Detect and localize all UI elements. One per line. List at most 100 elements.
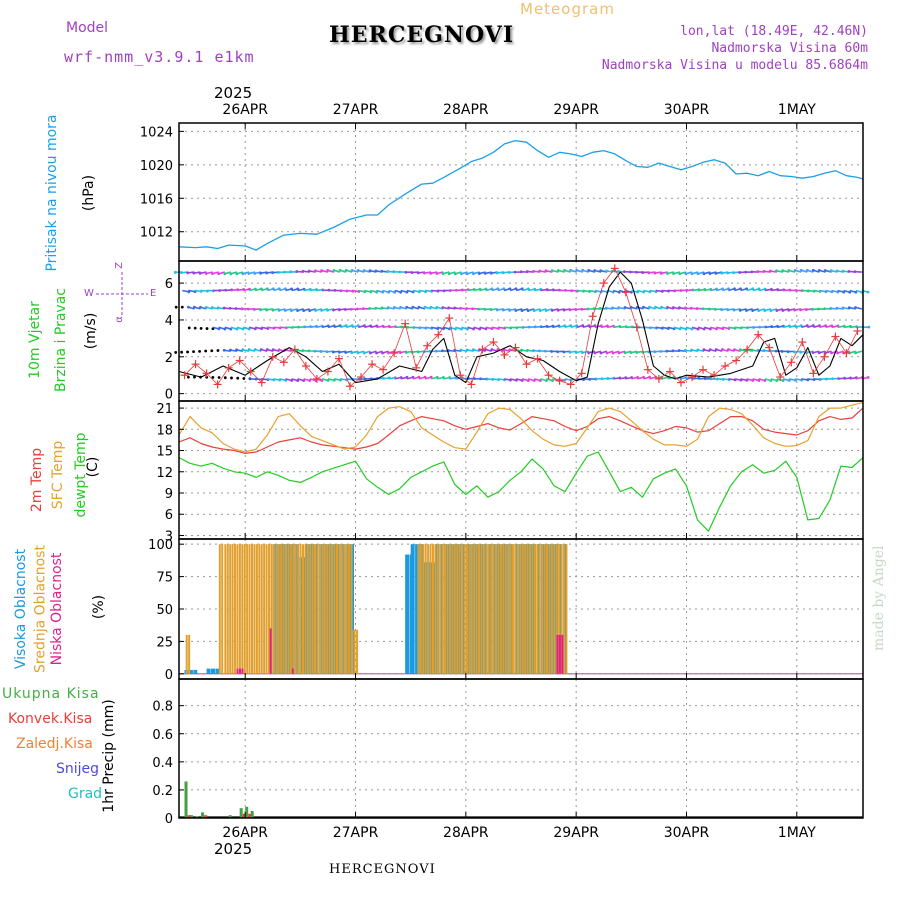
wind-arrow-head — [440, 349, 444, 353]
cloud-ytick-label: 50 — [156, 603, 173, 618]
wind-arrow-head — [453, 272, 457, 276]
wind-arrow-head — [805, 308, 808, 312]
wind-arrow-head — [581, 268, 585, 272]
wind-arrow-head — [786, 350, 790, 354]
cloud-bar — [543, 544, 546, 674]
wind-arrow-head — [332, 268, 336, 272]
wind-arrow-head — [544, 309, 548, 312]
wind-arrow-head — [563, 268, 566, 272]
wind-arrow-head — [308, 379, 312, 383]
cloud-bar — [193, 669, 198, 674]
wind-arrow-head — [750, 270, 754, 274]
model-label: Model — [66, 20, 109, 36]
wind-arrow-head — [575, 268, 579, 272]
precip-bar — [250, 810, 254, 818]
wind-arrow-head — [775, 309, 779, 312]
wind-arrow-head — [593, 351, 597, 355]
cloud-ytick-label: 25 — [156, 635, 173, 650]
cloud-bar — [277, 544, 280, 674]
wind-arrow-head — [605, 269, 608, 273]
cloud-bar — [497, 544, 500, 674]
cloud-bar — [316, 544, 319, 674]
wind-arrow-head — [695, 307, 699, 310]
wind-arrow-head — [173, 270, 177, 274]
wind-arrow-head — [447, 272, 451, 276]
cloud-bar — [226, 544, 229, 674]
cloud-bar — [301, 544, 304, 674]
wind-arrow-head — [823, 269, 827, 272]
cloud-bar — [328, 544, 331, 674]
cloud-bar — [275, 544, 278, 674]
wind-arrow-head — [186, 305, 190, 309]
wind-arrow-head — [429, 305, 433, 309]
wind-arrow-head — [732, 348, 736, 352]
wind-arrow-head — [781, 269, 785, 273]
precip-bar — [204, 815, 208, 818]
wind-arrow-head — [818, 324, 821, 327]
wind-arrow-head — [271, 308, 275, 312]
cloud-bar — [321, 544, 324, 674]
wind-arrow-head — [434, 349, 438, 353]
wind-arrow-head — [314, 309, 318, 312]
cloud-bar — [431, 544, 434, 674]
wind-arrow-head — [550, 350, 553, 353]
cloud-bar — [251, 544, 254, 674]
wind-arrow-head — [623, 306, 627, 309]
wind-arrow-head — [628, 270, 632, 274]
cloud-bar — [495, 544, 498, 674]
wind-arrow-head — [277, 308, 281, 312]
cloud-bar — [487, 544, 490, 674]
wind-arrow-head — [854, 290, 858, 294]
precip-ytick-label: 0.8 — [152, 700, 173, 715]
wind-arrow-head — [617, 306, 621, 310]
cloud-bar — [314, 544, 317, 674]
wind-arrow-head — [198, 271, 202, 275]
wind-arrow-head — [671, 349, 675, 353]
wind-arrow-head — [829, 269, 833, 273]
wind-arrow-head — [672, 272, 676, 276]
wind-arrow-head — [355, 307, 359, 311]
wind-arrow-head — [774, 349, 778, 353]
cloud-bar — [529, 544, 532, 674]
wind-arrow-head — [240, 307, 244, 311]
wind-arrow-head — [174, 305, 178, 309]
wind-arrow-head — [265, 308, 269, 312]
cloud-bar — [280, 544, 283, 674]
cloud-bar — [502, 544, 505, 674]
wind-arrow-head — [836, 351, 840, 355]
wind-arrow-head — [423, 375, 427, 379]
wind-arrow-head — [211, 375, 215, 379]
cloud-bar — [340, 544, 343, 674]
pressure-ytick-label: 1012 — [140, 226, 173, 241]
wind-arrow-head — [550, 269, 554, 273]
wind-arrow-head — [769, 309, 773, 313]
wind-arrow-head — [174, 351, 178, 354]
wind-arrow-head — [762, 269, 766, 273]
precip-bar — [245, 806, 249, 818]
cloud-bar — [297, 544, 300, 674]
wind-arrow-head — [811, 307, 814, 311]
precip-bar — [184, 781, 188, 818]
wind-arrow-head — [302, 309, 306, 313]
wind-arrow-head — [204, 272, 208, 275]
wind-arrow-head — [714, 272, 718, 275]
wind-arrow-head — [574, 351, 578, 354]
cloud-bar — [541, 544, 544, 674]
wind-arrow-head — [514, 309, 518, 312]
wind-arrow-head — [392, 306, 396, 309]
wind-arrow-head — [526, 309, 530, 313]
bottom-date-label: 27APR — [333, 825, 379, 841]
wind-arrow-head — [641, 271, 645, 274]
wind-arrow-head — [386, 270, 390, 273]
cloud-bar — [558, 544, 563, 674]
wind-arrow-head — [823, 307, 826, 311]
wind-arrow-head — [604, 306, 608, 310]
wind-arrow-head — [398, 270, 402, 274]
cloud-bar — [480, 544, 483, 674]
cloud-bar — [304, 544, 307, 674]
cloud-bar — [255, 544, 258, 674]
wind-arrow-head — [501, 271, 505, 275]
wind-arrow-head — [739, 287, 742, 291]
cloud-bar — [451, 544, 454, 674]
bottom-date-label: 28APR — [443, 825, 489, 841]
